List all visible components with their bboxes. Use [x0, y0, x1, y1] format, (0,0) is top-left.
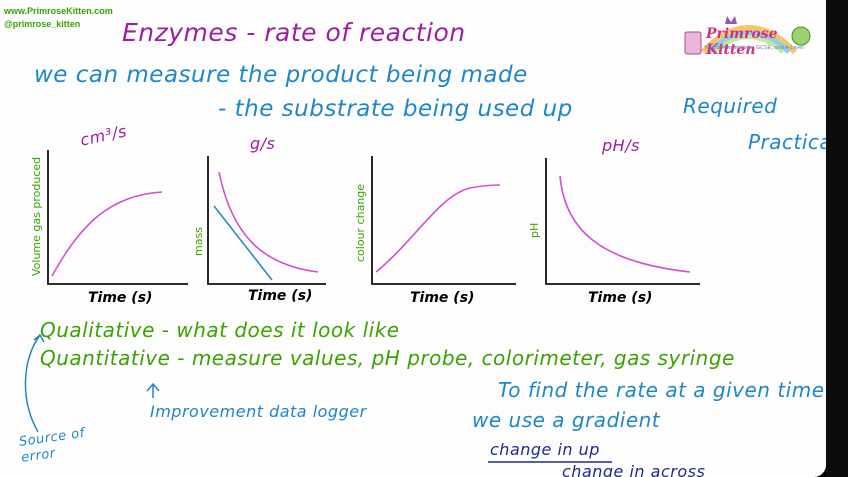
improvement-note: Improvement data logger	[150, 402, 367, 421]
page-title: Enzymes - rate of reaction	[122, 18, 466, 47]
graphs-canvas	[24, 150, 700, 463]
gradient-note-2: we use a gradient	[472, 408, 661, 432]
graph-2-curve	[218, 171, 319, 273]
graph-2-tangent	[213, 205, 273, 281]
graph-2-xlabel: Time (s)	[248, 288, 313, 304]
gradient-note-1: To find the rate at a given time	[498, 378, 825, 402]
graph-3-ylabel: colour change	[354, 183, 367, 262]
graph-4-unit: pH/s	[602, 136, 640, 155]
graph-1-axes	[47, 150, 188, 285]
graph-3-xlabel: Time (s)	[410, 290, 475, 306]
required-label: Required	[683, 94, 778, 118]
whiteboard: www.PrimroseKitten.com @primrose_kitten …	[0, 0, 826, 477]
screen-edge	[826, 0, 848, 477]
practical-label: Practical	[748, 130, 826, 154]
intro-line-2: - the substrate being used up	[218, 96, 573, 122]
graph-4-ylabel: pH	[528, 222, 541, 238]
graph-4-xlabel: Time (s)	[588, 290, 653, 306]
improvement-arrow	[146, 382, 160, 398]
gradient-numerator: change in up	[490, 440, 600, 459]
social-handle: @primrose_kitten	[4, 19, 81, 29]
graph-2-ylabel: mass	[192, 227, 205, 256]
quantitative-note: Quantitative - measure values, pH probe,…	[40, 346, 735, 370]
graph-1-curve	[51, 191, 163, 277]
logo-name: Primrose Kitten	[706, 26, 778, 58]
error-arrow	[24, 334, 41, 433]
graph-4-axes	[545, 158, 700, 285]
graph-1-xlabel: Time (s)	[88, 290, 153, 306]
graph-3-curve	[375, 184, 501, 273]
graph-4-curve	[559, 175, 691, 273]
graph-3-axes	[371, 156, 516, 285]
graph-2-unit: g/s	[250, 134, 276, 153]
website-text: www.PrimroseKitten.com	[4, 6, 113, 16]
intro-line-1: we can measure the product being made	[34, 62, 528, 88]
graph-1-ylabel: Volume gas produced	[30, 156, 43, 276]
graph-2-axes	[207, 156, 326, 285]
gradient-denominator: change in across	[562, 462, 706, 477]
primrose-kitten-logo	[684, 16, 811, 55]
logo-tagline: YouTube tutorials for GCSE, and A-Level	[704, 45, 804, 51]
qualitative-note: Qualitative - what does it look like	[40, 318, 400, 342]
